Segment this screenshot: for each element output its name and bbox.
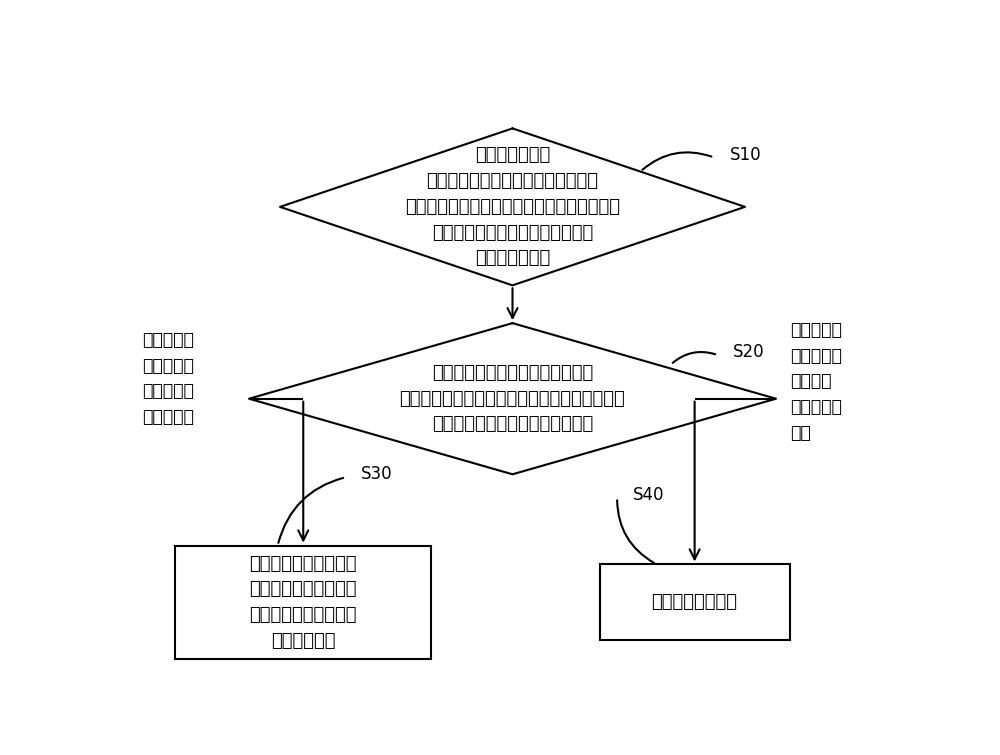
Text: 若所述交易需要引入监管方，则对
所述交易请求进行解析，判断所述交易请求中的
交易相关方中是否包括所述监管方: 若所述交易需要引入监管方，则对 所述交易请求进行解析，判断所述交易请求中的 交易… (400, 364, 625, 433)
Bar (600, 565, 790, 640)
Text: S10: S10 (730, 146, 761, 164)
Bar (175, 546, 431, 659)
Text: 拒绝所述交易请求: 拒绝所述交易请求 (652, 593, 738, 612)
Text: S30: S30 (361, 465, 393, 483)
Text: 所述交易请
求中的交易
相关方包括
所述监管方: 所述交易请 求中的交易 相关方包括 所述监管方 (142, 331, 194, 426)
Text: 所述交易请
求中的交易
相关方不
包括所述监
管方: 所述交易请 求中的交易 相关方不 包括所述监 管方 (790, 321, 842, 442)
Text: S20: S20 (733, 344, 765, 361)
Text: S40: S40 (633, 485, 664, 504)
Text: 在接收到交易发
起方以预设格式发送的交易请求时，
调用预设智能合约，并基于所述预设智能合约
判断所述交易请求对应的交易是否
需要引入监管方: 在接收到交易发 起方以预设格式发送的交易请求时， 调用预设智能合约，并基于所述预… (405, 146, 620, 267)
Text: 在区块链平台中广播所
述交易请求，以供所述
交易相关方对所述交易
请求进行确认: 在区块链平台中广播所 述交易请求，以供所述 交易相关方对所述交易 请求进行确认 (250, 555, 357, 650)
